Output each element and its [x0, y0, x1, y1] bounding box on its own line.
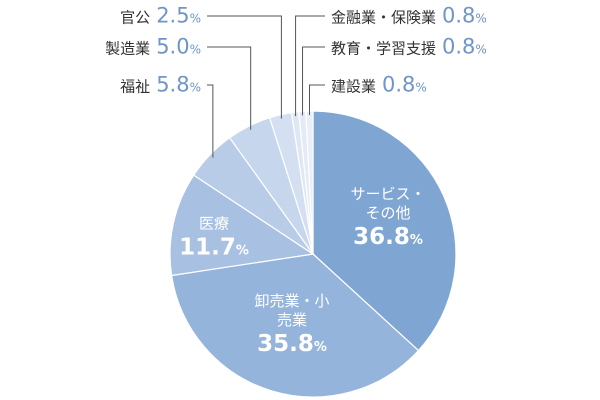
slice-label: 卸売業・小売業 35.8% — [255, 292, 330, 358]
leader-line — [207, 84, 214, 158]
unit-label: % — [189, 80, 201, 95]
unit-label: % — [475, 11, 487, 26]
category-label: 金融業・保険業 — [331, 8, 437, 27]
slice-label: 福祉 5.8% — [120, 72, 201, 97]
unit-label: % — [313, 339, 327, 355]
leader-line — [207, 46, 252, 130]
category-label: 建設業 — [331, 77, 377, 96]
unit-label: % — [415, 80, 427, 95]
unit-label: % — [189, 42, 201, 57]
leader-line — [302, 46, 325, 116]
unit-label: % — [409, 232, 423, 248]
value-label: 36.8 — [353, 223, 410, 250]
value-label: 11.7 — [179, 234, 236, 260]
slice-label: 製造業 5.0% — [105, 34, 201, 59]
value-label: 2.5 — [156, 3, 190, 28]
slice-label: 建設業 0.8% — [331, 72, 427, 97]
leader-line — [309, 84, 325, 116]
pie-slice — [170, 253, 420, 398]
pie-slice — [169, 174, 315, 277]
category-label: 福祉 — [120, 77, 151, 96]
slice-label: 官公 2.5% — [120, 3, 201, 28]
category-label: サービス・その他 — [350, 184, 426, 222]
unit-label: % — [475, 42, 487, 57]
slice-label: 金融業・保険業 0.8% — [331, 3, 487, 28]
category-label: 卸売業・小売業 — [254, 291, 330, 329]
value-label: 0.8 — [442, 3, 476, 28]
category-label: 教育・学習支援 — [331, 39, 437, 58]
unit-label: % — [189, 11, 201, 26]
leader-line — [207, 15, 282, 119]
unit-label: % — [235, 243, 249, 258]
leader-line — [295, 15, 325, 117]
slice-label: サービス・その他 36.8% — [351, 185, 426, 251]
value-label: 0.8 — [382, 72, 416, 97]
value-label: 5.8 — [156, 72, 190, 97]
value-label: 0.8 — [442, 34, 476, 59]
slice-label: 教育・学習支援 0.8% — [331, 34, 487, 59]
value-label: 35.8 — [257, 330, 314, 357]
category-label: 医療 — [198, 214, 229, 233]
pie-slice — [312, 110, 457, 352]
category-label: 官公 — [120, 8, 151, 27]
value-label: 5.0 — [156, 34, 190, 59]
category-label: 製造業 — [105, 39, 151, 58]
slice-label: 医療 11.7% — [177, 214, 252, 262]
